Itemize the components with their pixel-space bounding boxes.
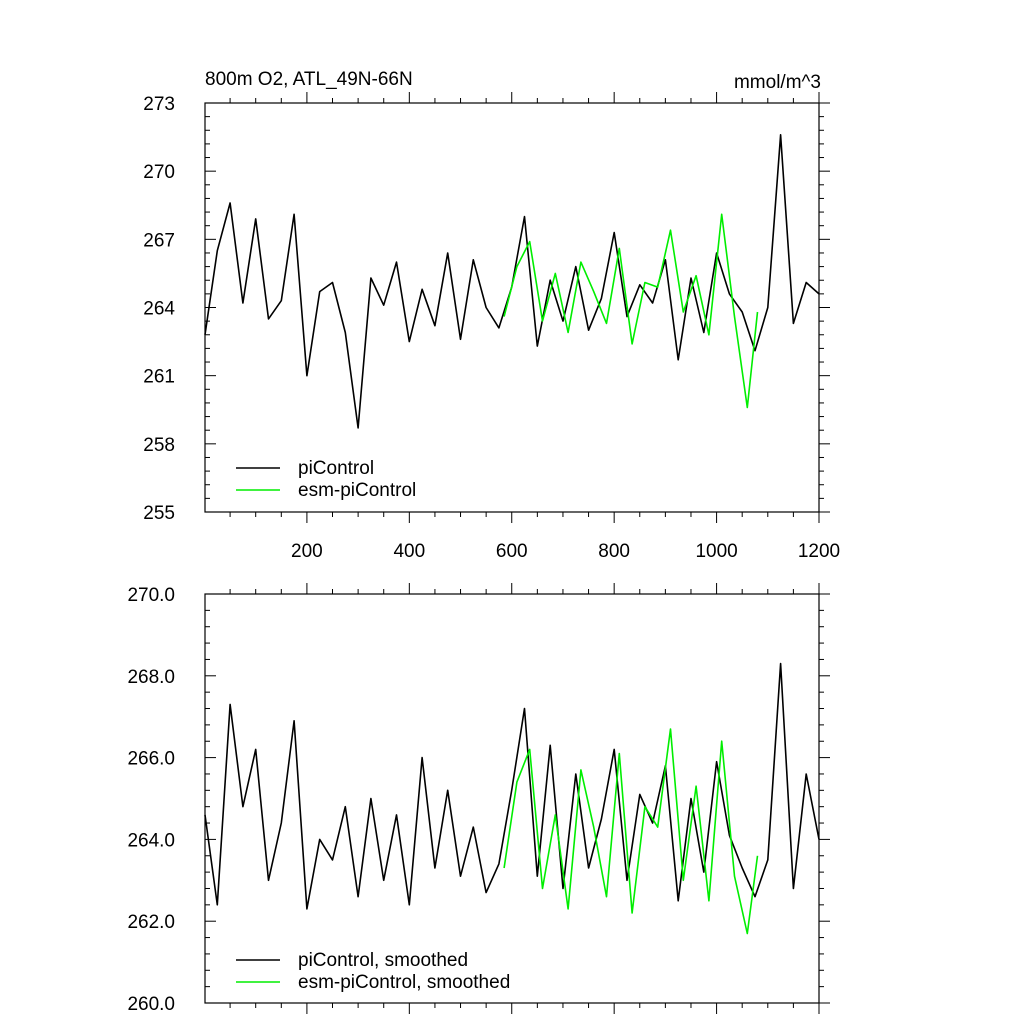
top-plot-frame [204, 102, 820, 513]
top-xtick-label: 400 [393, 541, 425, 562]
top-ytick-label: 273 [143, 94, 175, 115]
top-xtick-label: 800 [598, 541, 630, 562]
top-xtick-label: 600 [496, 541, 528, 562]
top-legend-label: piControl [298, 458, 374, 479]
bottom-plot-frame [204, 593, 820, 1004]
bottom-ytick-label: 260.0 [127, 994, 175, 1015]
top-ytick-label: 255 [143, 503, 175, 524]
top-ytick-label: 267 [143, 230, 175, 251]
bottom-ytick-label: 270.0 [127, 585, 175, 606]
bottom-series-line-picontrol-smoothed [204, 662, 820, 910]
top-xtick-label: 1000 [695, 541, 737, 562]
top-series-line-esm-picontrol [503, 213, 759, 409]
bottom-legend-label: esm-piControl, smoothed [298, 972, 510, 993]
bottom-ytick-label: 266.0 [127, 749, 175, 770]
top-units: mmol/m^3 [734, 72, 821, 93]
bottom-ytick-label: 262.0 [127, 912, 175, 933]
top-series-line-picontrol [204, 134, 820, 429]
top-ytick-label: 258 [143, 435, 175, 456]
top-title: 800m O2, ATL_49N-66N [205, 69, 413, 90]
bottom-series-line-esm-picontrol-smoothed [503, 728, 759, 935]
top-xtick-label: 200 [291, 541, 323, 562]
top-legend-label: esm-piControl [298, 480, 416, 501]
top-ytick-label: 270 [143, 162, 175, 183]
bottom-ytick-label: 268.0 [127, 667, 175, 688]
top-ytick-label: 264 [143, 299, 175, 320]
top-xtick-label: 1200 [798, 541, 840, 562]
bottom-ytick-label: 264.0 [127, 830, 175, 851]
top-ytick-label: 261 [143, 367, 175, 388]
bottom-legend-label: piControl, smoothed [298, 950, 468, 971]
bottom-panel: 260.0 262.0 264.0 266.0 268.0 270.0 piControl… [127, 583, 830, 1015]
top-panel: 800m O2, ATL_49N-66N mmol/m^3 255 258 261 2… [143, 69, 840, 562]
